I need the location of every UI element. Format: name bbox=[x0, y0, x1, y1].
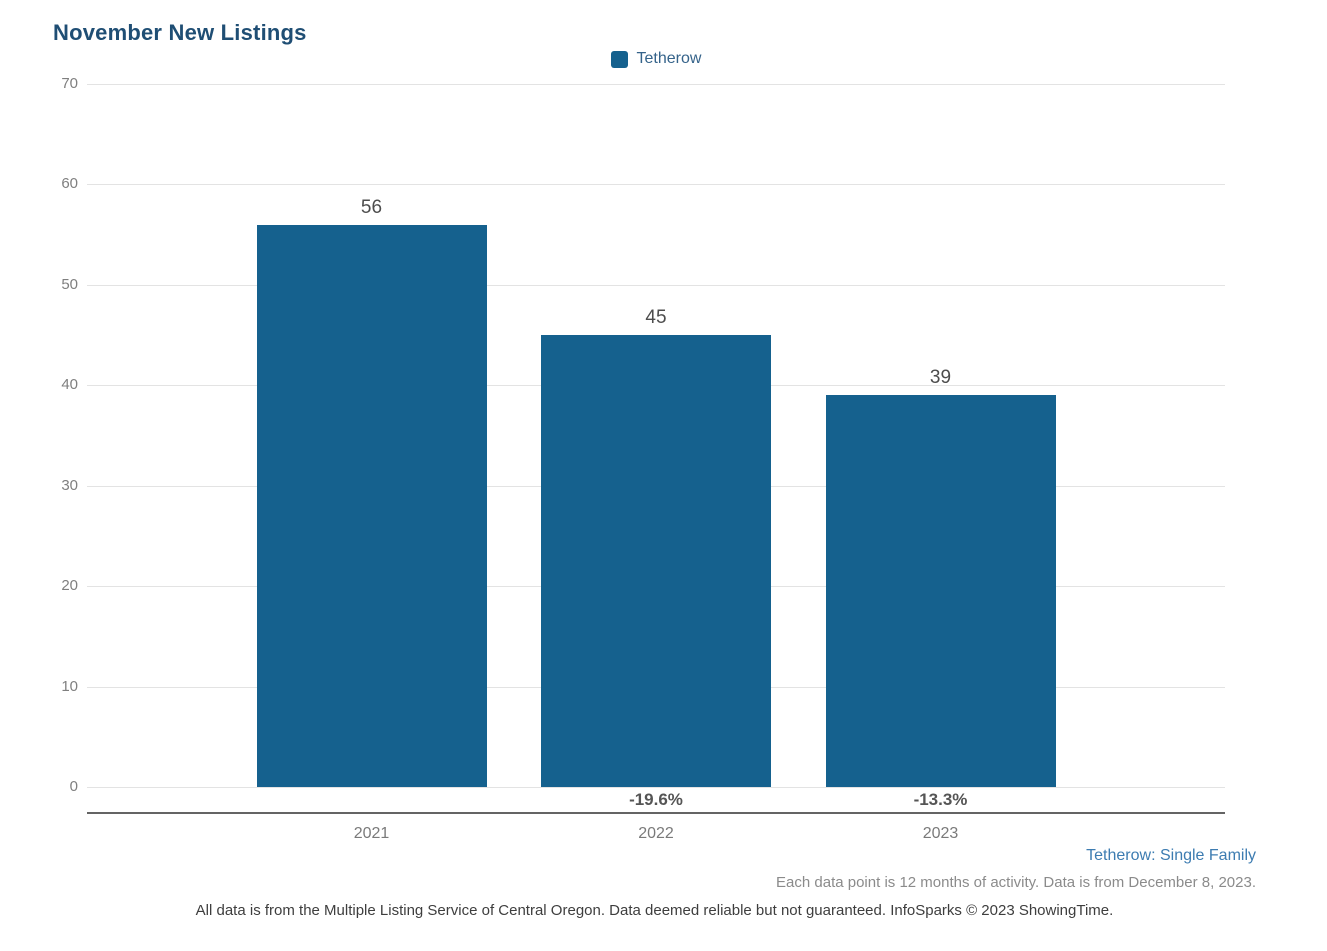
gridline bbox=[87, 284, 1225, 286]
pct-change-label: -19.6% bbox=[629, 790, 683, 809]
bar[interactable] bbox=[825, 395, 1056, 787]
bar[interactable] bbox=[256, 224, 487, 787]
gridline bbox=[87, 84, 1225, 85]
y-axis-tick-label: 20 bbox=[61, 577, 78, 595]
x-axis-line bbox=[87, 812, 1225, 814]
footnote-disclaimer: All data is from the Multiple Listing Se… bbox=[195, 902, 1114, 919]
chart-title: November New Listings bbox=[53, 20, 307, 45]
pct-change-label: -13.3% bbox=[913, 790, 968, 809]
bar-value-label: 45 bbox=[645, 307, 667, 329]
bar[interactable] bbox=[541, 335, 771, 787]
y-axis-tick-label: 70 bbox=[61, 75, 78, 92]
legend-label: Tetherow bbox=[636, 50, 702, 67]
y-axis-tick-label: 60 bbox=[61, 175, 78, 193]
gridline bbox=[87, 787, 1225, 788]
x-axis-category-label: 2022 bbox=[638, 825, 674, 842]
plot-area: 56 45 39 bbox=[87, 84, 1225, 788]
gridline bbox=[87, 184, 1225, 186]
y-axis-tick-label: 40 bbox=[61, 376, 78, 394]
footnote-data-range: Each data point is 12 months of activity… bbox=[776, 874, 1256, 891]
legend-swatch-icon bbox=[610, 50, 628, 68]
y-axis-tick-label: 50 bbox=[61, 275, 78, 293]
bar-value-label: 56 bbox=[360, 196, 383, 218]
x-axis-category-label: 2021 bbox=[353, 825, 390, 842]
chart-legend[interactable]: Tetherow bbox=[87, 50, 1225, 68]
y-axis-tick-label: 10 bbox=[61, 677, 78, 695]
bar-value-label: 39 bbox=[929, 367, 952, 389]
x-axis-category-label: 2023 bbox=[922, 825, 959, 842]
footnote-segment-label: Tetherow: Single Family bbox=[1086, 847, 1256, 864]
y-axis-tick-label: 30 bbox=[61, 476, 78, 494]
y-axis-tick-label: 0 bbox=[69, 778, 78, 795]
